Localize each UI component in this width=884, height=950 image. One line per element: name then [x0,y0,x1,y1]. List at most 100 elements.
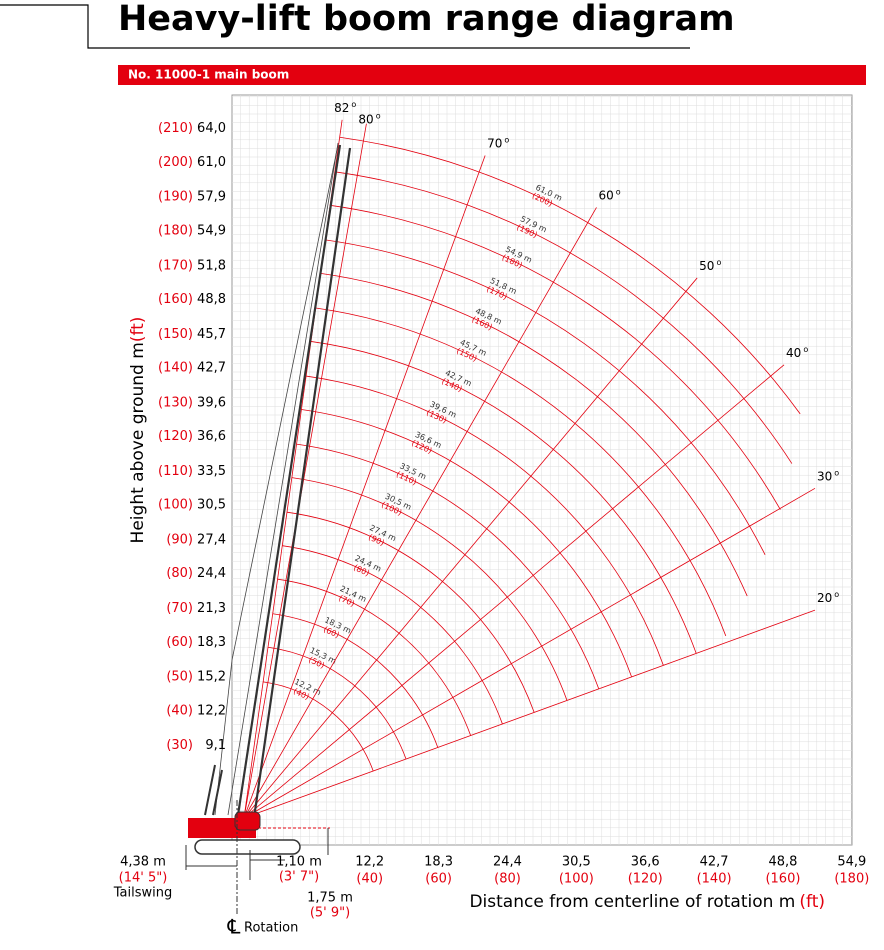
range-arc [267,646,407,760]
y-label-ft: (130) [158,395,193,410]
y-label-m: 12,2 [197,703,226,718]
x-axis-title: Distance from centerline of rotation m (f… [469,892,825,912]
angle-value: 80 [358,112,373,126]
x-title-ft: (ft) [799,892,825,912]
tailswing-ft: (14' 5") [119,871,168,886]
angle-line [243,487,816,819]
mast [212,769,223,816]
y-label-m: 36,6 [197,429,226,444]
angle-mark: o [376,111,381,120]
range-arc [272,613,439,748]
angle-line [243,277,698,819]
y-label-m: 21,3 [197,601,226,616]
range-arc [325,239,766,555]
x-label-ft: (60) [425,872,452,887]
x-title-m: Distance from centerline of rotation m [469,892,795,912]
angle-label: 30 o [817,468,839,483]
y-label-ft: (190) [158,190,193,205]
subtitle: No. 11000-1 main boom [128,68,289,82]
boom-chord [252,147,352,819]
y-label-ft: (120) [158,429,193,444]
y-label-m: 42,7 [197,361,226,376]
x-label-ft: (40) [356,872,383,887]
y-axis-title: Height above ground m(ft) [128,317,148,544]
angle-label: 82 o [334,99,356,114]
angle-label: 70 o [487,135,509,150]
boom-chord [236,144,342,816]
range-arc [286,511,535,713]
pivot-ft: (5' 9") [310,906,350,921]
range-arc [277,578,472,736]
x-label-ft: (80) [494,872,521,887]
rotation-label: Rotation [244,921,298,936]
y-label-ft: (200) [158,155,193,170]
angle-line [243,364,785,819]
y-label-ft: (210) [158,121,193,136]
range-arc [334,171,793,464]
y-label-m: 45,7 [197,327,226,342]
y-label-m: 48,8 [197,292,226,307]
y-label-ft: (80) [166,566,193,581]
y-label-ft: (150) [158,327,193,342]
angle-line [243,207,597,819]
angle-value: 82 [334,100,349,114]
y-label-m: 33,5 [197,464,226,479]
centerline-symbol: ℄ [227,915,241,939]
mast [204,764,216,816]
y-label-ft: (180) [158,223,193,238]
angle-line [243,609,816,819]
subtitle-bar [118,65,866,85]
y-label-ft: (50) [166,670,193,685]
grid [232,95,852,845]
x-label-ft: (160) [765,872,800,887]
angle-line [243,155,486,819]
angle-mark: o [803,344,808,353]
x-label-ft: (140) [697,872,732,887]
y-label-m: 39,6 [197,395,226,410]
y-label-ft: (40) [166,703,193,718]
y-label-ft: (100) [158,498,193,513]
range-arc [263,681,374,772]
angle-mark: o [834,468,839,477]
y-label-m: 24,4 [197,566,226,581]
range-arc [282,545,503,725]
y-label-ft: (70) [166,601,193,616]
y-label-m: 61,0 [197,155,226,170]
offset-m: 1,10 m [276,855,322,870]
y-label-ft: (140) [158,361,193,376]
angle-mark: o [834,590,839,599]
y-label-ft: (160) [158,292,193,307]
angle-label: 20 o [817,590,839,605]
angle-value: 60 [599,188,614,202]
x-label-m: 48,8 [768,855,797,870]
angle-value: 30 [817,469,832,483]
y-label-m: 54,9 [197,223,226,238]
pendant [227,142,339,816]
y-label-ft: (30) [166,738,193,753]
header-rule [0,4,690,49]
title: Heavy-lift boom range diagram [118,0,735,39]
x-label-ft: (100) [559,872,594,887]
pivot-m: 1,75 m [307,891,353,906]
angle-label: 50 o [699,257,721,272]
plot-frame [231,94,853,846]
tailswing-label: Tailswing [113,886,173,901]
range-arc [315,307,727,637]
angle-mark: o [504,135,509,144]
x-label-m: 36,6 [631,855,660,870]
angle-line [243,123,367,819]
range-arc [296,443,600,690]
tailswing-m: 4,38 m [120,855,166,870]
y-label-m: 57,9 [197,190,226,205]
range-arc [301,409,632,678]
angle-mark: o [716,257,721,266]
y-label-m: 27,4 [197,533,226,548]
angle-value: 70 [487,136,502,150]
angle-value: 20 [817,591,832,605]
range-arc [339,136,801,415]
x-label-m: 18,3 [424,855,453,870]
angle-label: 60 o [599,187,621,202]
crane [185,142,352,915]
y-label-ft: (170) [158,258,193,273]
angle-mark: o [616,187,621,196]
